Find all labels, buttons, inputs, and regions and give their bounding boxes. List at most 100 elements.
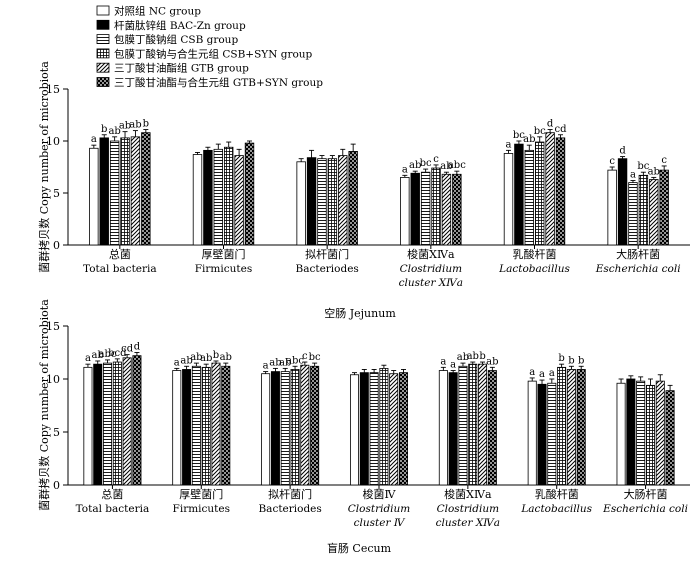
y-axis-label: 菌群拷贝数 Copy number of microbiota xyxy=(37,299,51,511)
significance-label: ab xyxy=(200,353,212,364)
significance-label: ab xyxy=(129,120,141,131)
category-label-en: Firmicutes xyxy=(195,263,252,275)
bar-grid xyxy=(557,366,567,486)
significance-label: a xyxy=(549,368,555,379)
bar-hlines xyxy=(317,158,327,246)
category-label-en: Escherichia coli xyxy=(595,263,681,275)
significance-label: ab xyxy=(190,352,202,363)
category-label-cn: 大肠杆菌 xyxy=(624,487,668,501)
significance-label: b xyxy=(558,353,564,364)
bar-hlines xyxy=(109,140,120,246)
bar-black xyxy=(359,372,369,486)
bar-black xyxy=(514,143,524,246)
significance-label: c xyxy=(302,351,308,362)
significance-label: cd xyxy=(554,124,567,135)
category-label-cn: 总菌 xyxy=(109,247,131,261)
bar-grid xyxy=(379,367,389,486)
significance-label: ab xyxy=(180,355,192,366)
bar-white xyxy=(607,169,617,246)
significance-label: ab xyxy=(523,134,535,145)
category-label-cn: 大肠杆菌 xyxy=(616,247,660,261)
significance-label: abc xyxy=(99,349,117,360)
significance-label: a xyxy=(85,353,91,364)
significance-label: b xyxy=(143,119,149,130)
bar-dots xyxy=(576,369,586,486)
bar-grid xyxy=(120,137,130,246)
legend-swatch-diag xyxy=(96,62,110,73)
category-label-en-line2: cluster XⅣa xyxy=(436,517,500,529)
bar-dots xyxy=(132,355,142,486)
category-label-cn: 拟杆菌门 xyxy=(268,487,312,501)
legend-swatch-white xyxy=(96,5,110,16)
bar-hlines xyxy=(628,182,638,246)
bar-hlines xyxy=(103,362,113,486)
legend-label: 三丁酸甘油酯与合生元组 GTB+SYN group xyxy=(114,76,323,89)
category-label-cn: 梭菌Ⅳ xyxy=(363,487,397,501)
bar-diag xyxy=(655,380,665,486)
bar-diag xyxy=(478,363,488,486)
category-label-cn: 总菌 xyxy=(101,487,123,501)
legend-label: 包膜丁酸钠与合生元组 CSB+SYN group xyxy=(114,47,313,60)
bar-grid xyxy=(645,384,655,486)
significance-label: a xyxy=(529,367,535,378)
bar-diag xyxy=(300,364,310,486)
significance-label: ab xyxy=(119,121,131,132)
bar-black xyxy=(626,378,636,486)
bar-grid xyxy=(112,361,122,486)
significance-label: ab xyxy=(440,161,452,172)
bar-white xyxy=(503,153,514,246)
bar-grid xyxy=(535,141,545,246)
significance-label: a xyxy=(91,134,97,145)
significance-label: a xyxy=(263,361,269,372)
bar-diag xyxy=(234,155,244,246)
bar-dots xyxy=(665,390,675,486)
legend-label: 对照组 NC group xyxy=(114,5,201,18)
significance-label: ab xyxy=(409,160,421,171)
significance-label: c xyxy=(433,154,439,165)
legend-swatch-black xyxy=(96,19,110,30)
bar-white xyxy=(89,147,99,246)
bar-diag xyxy=(338,155,348,246)
bar-grid xyxy=(290,369,300,486)
category-label-en: Escherichia coli xyxy=(602,503,688,515)
significance-label: ab xyxy=(108,126,120,137)
bar-diag xyxy=(122,357,132,486)
category-label-en: Firmicutes xyxy=(173,503,230,515)
significance-label: b xyxy=(578,355,584,366)
significance-label: ab xyxy=(467,351,479,362)
bar-black xyxy=(306,157,317,246)
legend-swatch-hlines xyxy=(96,34,110,44)
bar-diag xyxy=(211,362,221,486)
bar-hlines xyxy=(458,365,468,486)
significance-label: b xyxy=(101,124,107,135)
significance-label: a xyxy=(402,164,408,175)
significance-label: d xyxy=(547,119,554,130)
y-axis-label: 菌群拷贝数 Copy number of microbiota xyxy=(37,61,51,273)
bar-white xyxy=(261,373,271,486)
category-label-cn: 梭菌XⅣa xyxy=(407,247,455,261)
bar-dots xyxy=(452,173,462,246)
significance-label: b xyxy=(479,351,485,362)
bar-diag xyxy=(130,136,141,246)
bar-dots xyxy=(398,372,408,486)
bar-grid xyxy=(468,363,478,486)
bar-white xyxy=(296,161,306,246)
category-label-cn: 乳酸杆菌 xyxy=(513,247,557,261)
bar-black xyxy=(537,383,547,486)
category-label-en: Bacteriodes xyxy=(258,503,321,515)
bar-white xyxy=(349,374,359,486)
category-label-en: Lactobacillus xyxy=(520,503,592,515)
bar-hlines xyxy=(280,371,290,486)
bar-black xyxy=(99,137,109,246)
legend-swatch-grid xyxy=(96,48,110,59)
category-label-en: Total bacteria xyxy=(83,263,157,275)
bar-black xyxy=(617,158,628,246)
significance-label: bc xyxy=(420,158,432,169)
significance-label: a xyxy=(506,139,512,150)
bar-diag xyxy=(545,132,555,246)
bar-dots xyxy=(555,137,566,246)
bar-black xyxy=(182,369,192,486)
bar-diag xyxy=(441,173,452,246)
